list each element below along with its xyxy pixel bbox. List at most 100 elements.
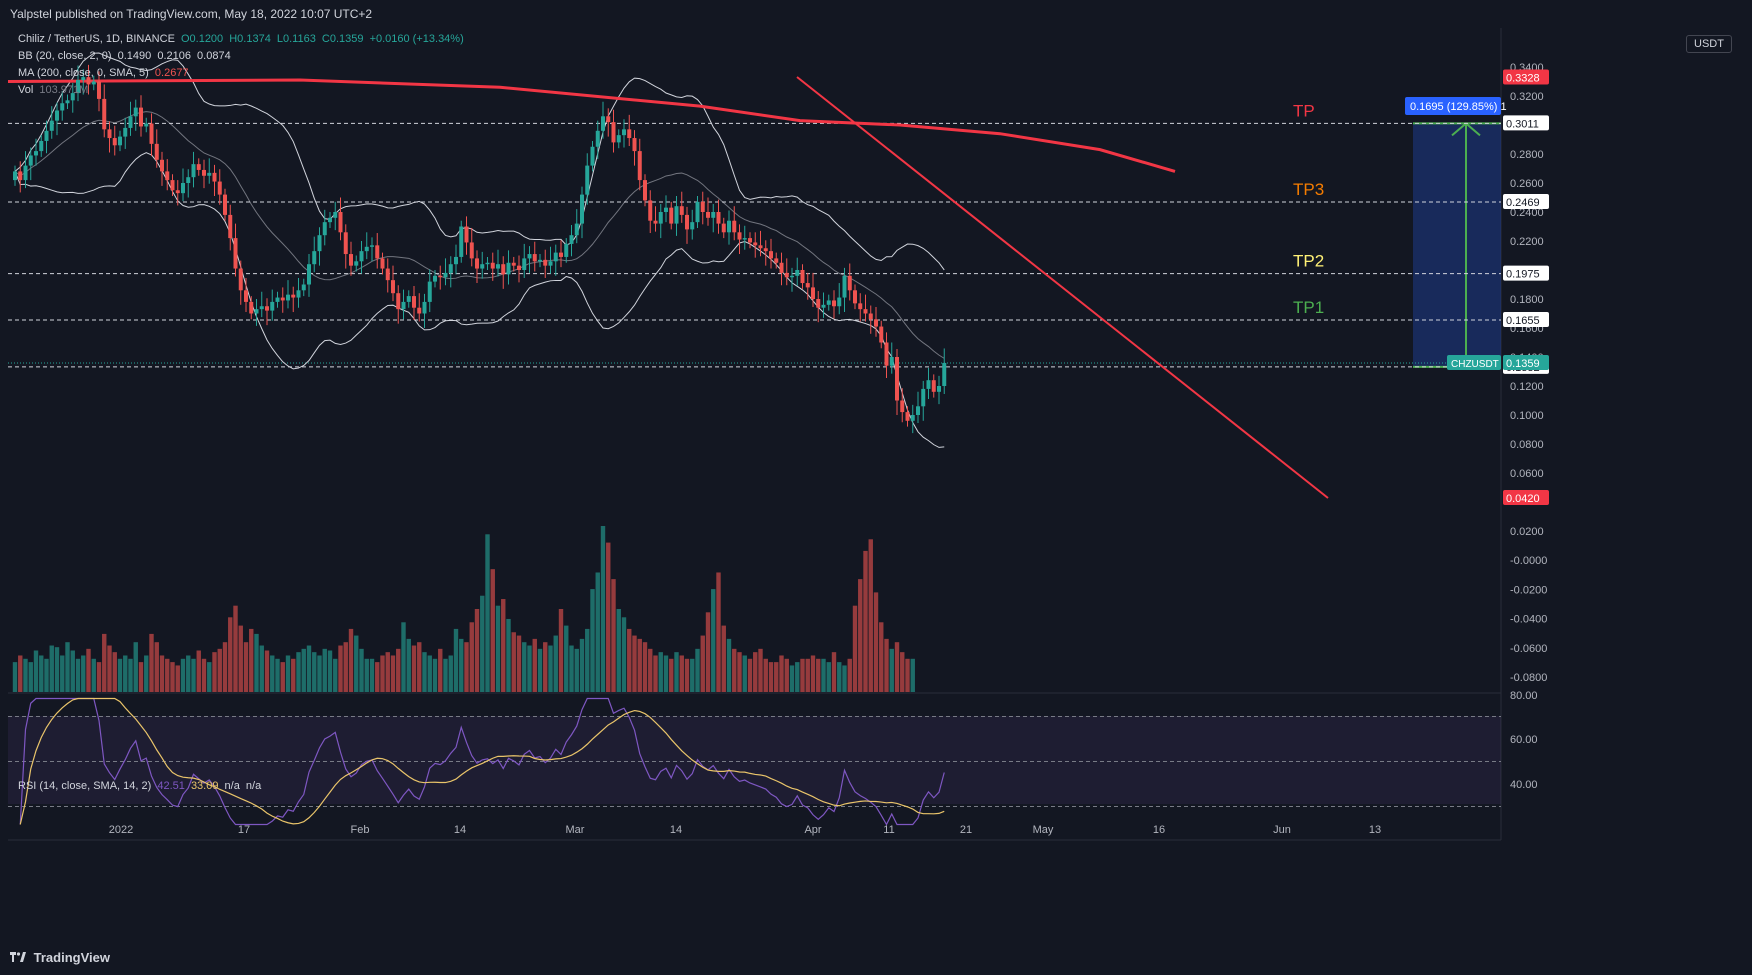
volume-bar [637,638,642,692]
x-tick-label: 11 [883,824,894,836]
chart-canvas[interactable]: 0.34000.32000.28000.26000.24000.22000.18… [0,28,1752,940]
candle-body [758,245,763,249]
candle-body [459,226,464,257]
volume-bar [658,652,663,692]
level-tag-tp-bg [1503,115,1549,131]
x-tick-label: Jun [1273,824,1291,836]
candle-body [385,268,390,281]
candle-body [291,294,296,298]
volume-bar [170,662,175,692]
candle-body [643,180,647,201]
legend-vol-label[interactable]: Vol [18,84,34,96]
candle-body [228,214,233,239]
volume-bar [296,652,301,692]
candle-body [123,127,128,137]
volume-bar [732,648,737,692]
volume-bar [343,642,348,692]
x-tick-label: 2022 [109,824,133,836]
volume-bar [737,652,742,692]
candle-body [427,281,432,302]
y-tick-label: -0.0200 [1510,584,1547,596]
candle-body [375,245,380,259]
volume-bar [663,655,669,692]
tp-label-tp: TP [1293,101,1315,120]
candle-body [685,214,689,230]
candle-body [249,301,254,314]
candle-body [312,251,317,265]
volume-bar [868,539,873,692]
y-tick-label: 0.1200 [1510,381,1544,393]
bb-upper-line [14,52,945,271]
legend-rsi-band-upper: n/a [224,780,240,792]
volume-bar [469,622,474,692]
volume-bar [585,628,590,692]
volume-bar [432,658,438,692]
candle-body [139,107,143,127]
volume-bar [627,628,632,692]
candle-body [107,129,112,139]
volume-bar [522,642,527,692]
y-tick-label: -0.0800 [1510,672,1547,684]
legend-bb-line: BB (20, close, 2, 0) 0.1490 0.2106 0.087… [18,50,231,62]
volume-bar [275,658,280,692]
volume-bar [606,542,611,692]
y-tick-label: 0.2200 [1510,236,1544,248]
candle-body [149,123,154,144]
volume-bar [753,652,758,692]
x-tick-label: 13 [1369,824,1381,836]
candle-body [118,136,122,146]
volume-bar [422,652,427,692]
candle-body [212,172,217,182]
candle-body [937,386,941,392]
candle-body [816,299,821,308]
candle-body [580,194,584,224]
candle-body [658,212,663,224]
candle-body [595,130,600,147]
volume-bar [254,633,259,692]
volume-bar [364,658,369,692]
x-tick-label: Feb [351,824,370,836]
volume-bar [65,642,70,692]
legend-rsi-label[interactable]: RSI (14, close, SMA, 14, 2) [18,780,152,792]
rsi-axis-label: 40.00 [1510,779,1538,791]
legend-bb-upper: 0.2106 [157,50,191,62]
volume-bar [411,645,417,692]
candle-body [233,238,238,269]
candle-body [322,222,327,236]
volume-bar [569,645,574,692]
candle-body [821,304,826,308]
volume-bar [249,628,254,692]
candle-body [464,226,469,243]
x-tick-label: 14 [670,824,682,836]
candle-body [574,223,579,236]
candle-body [270,301,275,311]
candle-body [370,245,374,247]
legend-symbol[interactable]: Chiliz / TetherUS, 1D, BINANCE [18,33,175,45]
volume-bar [700,635,705,692]
legend-bb-lower: 0.0874 [197,50,231,62]
volume-bar [858,579,863,692]
volume-bar [154,642,159,692]
volume-bar [852,605,858,692]
volume-bar [842,665,847,692]
volume-bar [779,655,784,692]
candle-body [721,223,726,233]
volume-bar [716,572,721,692]
volume-bar [543,642,548,692]
candle-body [942,362,947,386]
candle-body [700,201,705,212]
legend-ma-label[interactable]: MA (200, close, 0, SMA, 5) [18,67,149,79]
candle-body [23,165,28,181]
candle-body [921,388,926,407]
legend-vol-value: 103.971M [39,84,89,96]
candle-body [564,243,569,257]
x-tick-label: 21 [960,824,972,836]
publisher-text: Yalpstel published on TradingView.com, M… [10,7,373,21]
volume-bar [648,648,653,692]
candle-body [538,259,542,262]
currency-selector[interactable]: USDT [1686,35,1732,53]
volume-bar [70,650,75,692]
legend-bb-label[interactable]: BB (20, close, 2, 0) [18,50,112,62]
volume-bar [910,658,915,692]
candle-body [916,406,920,415]
